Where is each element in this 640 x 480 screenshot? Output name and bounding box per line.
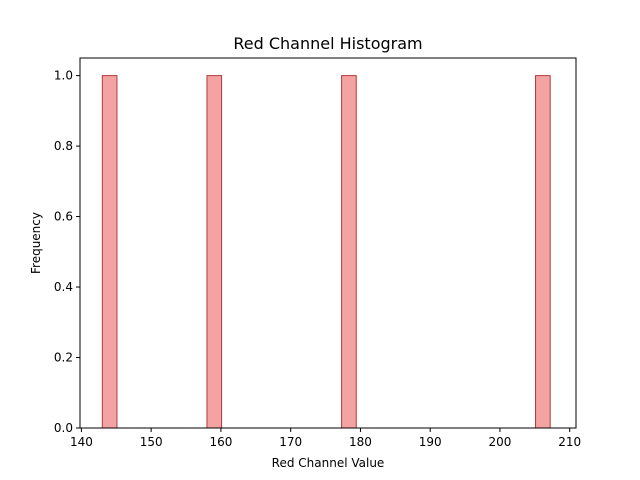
y-tick-label-1: 0.2 [54, 351, 73, 365]
x-axis-label: Red Channel Value [272, 456, 385, 470]
y-tick-label-4: 0.8 [54, 139, 73, 153]
bars-group [101, 75, 551, 429]
x-axis-ticks: 140 150 160 170 180 190 200 210 [70, 428, 581, 449]
histogram-bar-0 [101, 75, 118, 429]
x-tick-label-6: 200 [489, 435, 512, 449]
x-tick-label-4: 180 [349, 435, 372, 449]
y-axis-ticks: 0.0 0.2 0.4 0.6 0.8 1.0 [54, 69, 80, 435]
x-tick-label-0: 140 [70, 435, 93, 449]
y-tick-label-5: 1.0 [54, 69, 73, 83]
histogram-bar-2 [341, 75, 357, 429]
histogram-bar-1 [206, 75, 223, 429]
y-axis-label: Frequency [29, 212, 43, 274]
plot-frame [79, 57, 577, 429]
y-tick-label-0: 0.0 [54, 421, 73, 435]
x-tick-label-2: 160 [209, 435, 232, 449]
x-tick-label-5: 190 [419, 435, 442, 449]
chart-title: Red Channel Histogram [233, 34, 422, 53]
x-tick-label-7: 210 [558, 435, 581, 449]
y-tick-label-3: 0.6 [54, 210, 73, 224]
histogram-bar-3 [535, 75, 551, 429]
x-tick-label-3: 170 [279, 435, 302, 449]
y-tick-label-2: 0.4 [54, 280, 73, 294]
x-tick-label-1: 150 [140, 435, 163, 449]
